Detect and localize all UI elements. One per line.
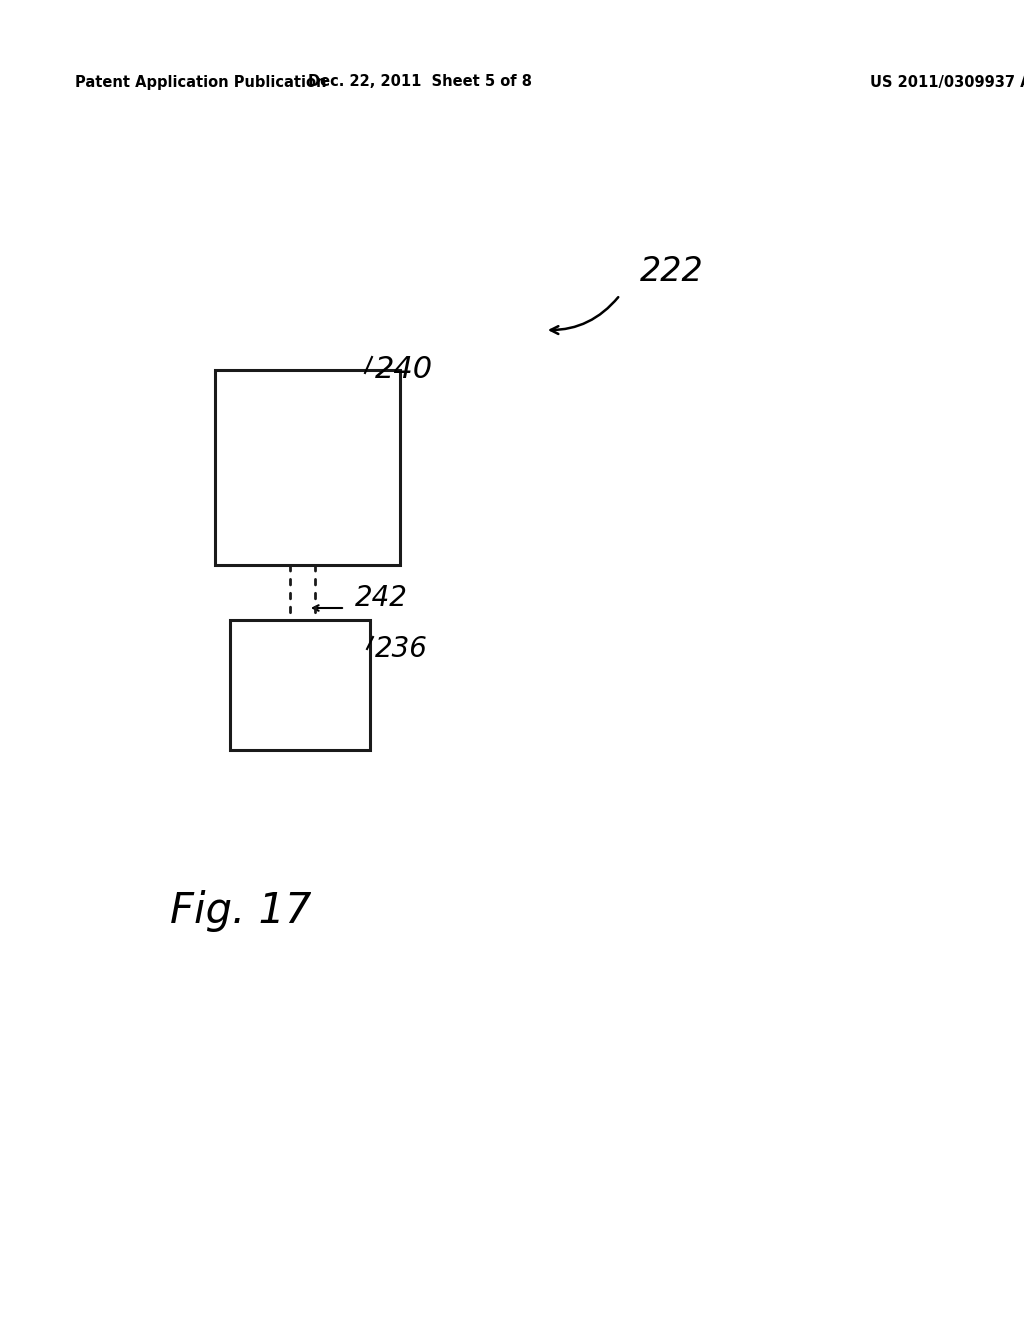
Text: 222: 222 — [640, 255, 703, 288]
Text: US 2011/0309937 A1: US 2011/0309937 A1 — [870, 74, 1024, 90]
Text: Dec. 22, 2011  Sheet 5 of 8: Dec. 22, 2011 Sheet 5 of 8 — [308, 74, 532, 90]
Text: 236: 236 — [375, 635, 428, 663]
Text: Patent Application Publication: Patent Application Publication — [75, 74, 327, 90]
Text: 240: 240 — [375, 355, 433, 384]
Bar — [230, 620, 370, 750]
Text: 242: 242 — [355, 583, 408, 612]
Text: Fig. 17: Fig. 17 — [170, 890, 311, 932]
Bar — [215, 370, 400, 565]
